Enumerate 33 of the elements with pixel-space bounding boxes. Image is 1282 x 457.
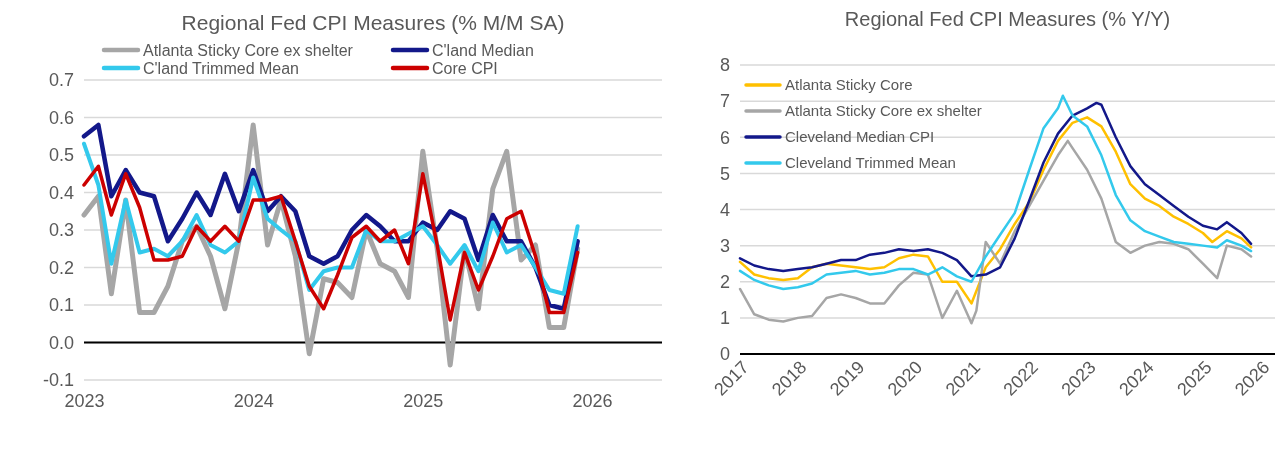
y-tick-label: 4 <box>719 199 730 220</box>
y-tick-label: 8 <box>719 55 730 76</box>
legend-label: C'land Trimmed Mean <box>143 59 299 77</box>
x-tick-label: 2026 <box>572 390 613 411</box>
legend-label: Cleveland Median CPI <box>785 128 935 146</box>
x-tick-label: 2024 <box>233 390 274 411</box>
legend-label: Core CPI <box>432 59 498 77</box>
y-tick-label: 5 <box>719 163 730 184</box>
y-tick-label: 0.6 <box>48 107 74 128</box>
y-tick-label: 0.5 <box>48 145 74 166</box>
legend-label: Atlanta Sticky Core <box>785 76 913 94</box>
legend-label: Atlanta Sticky Core ex shelter <box>143 41 354 59</box>
legend-label: Cleveland Trimmed Mean <box>785 154 956 172</box>
line-series <box>82 164 580 322</box>
y-tick-label: 6 <box>719 127 730 148</box>
x-tick-label: 2025 <box>403 390 444 411</box>
y-tick-label: 2 <box>719 272 730 293</box>
y-tick-label: 0.2 <box>48 257 74 278</box>
chart-title: Regional Fed CPI Measures (% Y/Y) <box>844 8 1171 30</box>
y-tick-label: 3 <box>719 235 730 256</box>
y-tick-label: 0.4 <box>48 182 74 203</box>
y-tick-label: 7 <box>719 91 730 112</box>
legend-label: C'land Median <box>432 41 534 59</box>
legend-label: Atlanta Sticky Core ex shelter <box>785 102 982 120</box>
y-tick-label: 0 <box>719 344 730 365</box>
y-tick-label: 0.3 <box>48 220 74 241</box>
y-tick-label: -0.1 <box>42 370 74 391</box>
y-tick-label: 0.1 <box>48 295 74 316</box>
y-tick-label: 1 <box>719 308 730 329</box>
x-tick-label: 2023 <box>64 390 105 411</box>
y-tick-label: 0.0 <box>48 332 74 353</box>
chart-title: Regional Fed CPI Measures (% M/M SA) <box>181 11 565 34</box>
y-tick-label: 0.7 <box>48 70 74 91</box>
